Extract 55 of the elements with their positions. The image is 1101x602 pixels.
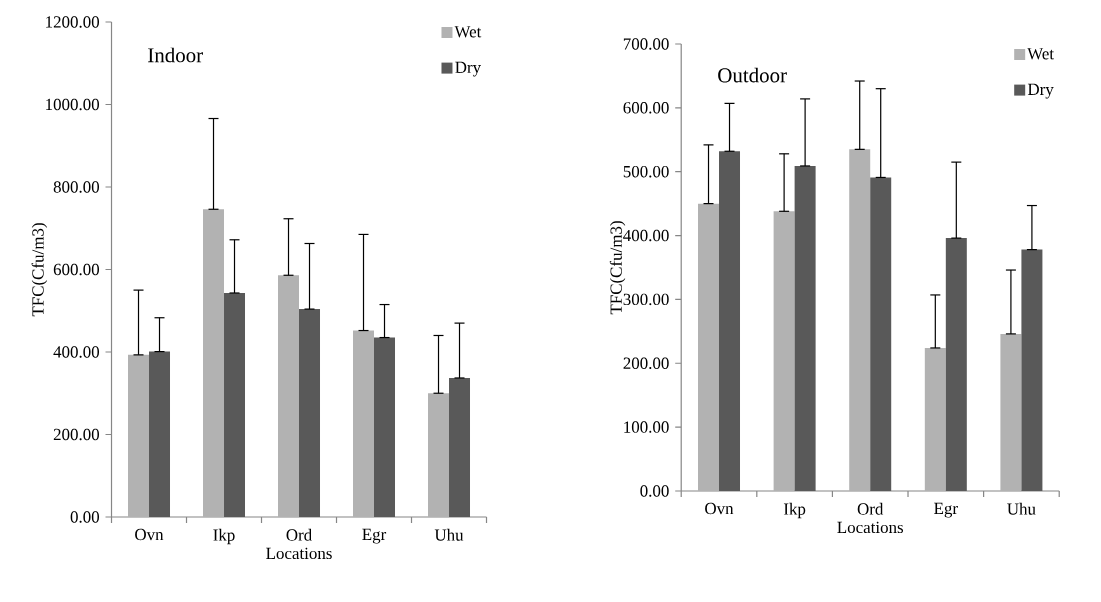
y-tick-label: 1000.00 bbox=[46, 98, 100, 111]
y-tick-label: 200.00 bbox=[53, 428, 100, 441]
legend-label: Dry bbox=[455, 61, 482, 77]
bar bbox=[149, 351, 171, 517]
text: Outdoor bbox=[718, 67, 787, 83]
bar bbox=[278, 275, 300, 517]
x-tick-label: Ord bbox=[857, 502, 884, 515]
x-tick-label: Uhu bbox=[434, 528, 464, 541]
bar bbox=[924, 347, 946, 491]
x-tick-label: Egr bbox=[934, 502, 958, 518]
x-tick-label: Ikp bbox=[783, 502, 806, 519]
bar bbox=[224, 293, 246, 517]
bar bbox=[698, 203, 720, 491]
bar bbox=[1000, 333, 1022, 491]
bar bbox=[719, 151, 741, 491]
x-tick-label: Ovn bbox=[135, 528, 164, 541]
y-tick-label: 200.00 bbox=[623, 357, 669, 370]
bar bbox=[353, 330, 375, 517]
x-tick-label: Uhu bbox=[1007, 502, 1036, 515]
y-tick-label: 1200.00 bbox=[46, 16, 100, 28]
bar bbox=[870, 177, 892, 491]
y-tick-label: 800.00 bbox=[53, 181, 100, 193]
x-tick-label: Ikp bbox=[213, 528, 235, 545]
y-tick-label: 700.00 bbox=[623, 38, 669, 50]
y-tick-label: 0.00 bbox=[640, 485, 669, 497]
bar bbox=[299, 309, 321, 517]
x-tick-label: Egr bbox=[362, 528, 387, 544]
x-tick-label: Ord bbox=[286, 528, 312, 541]
bar bbox=[773, 211, 795, 491]
bar bbox=[428, 393, 450, 517]
y-tick-label: 100.00 bbox=[624, 421, 669, 433]
bar bbox=[794, 165, 816, 491]
x-tick-label: Ovn bbox=[705, 502, 734, 515]
y-tick-label: 600.00 bbox=[53, 263, 100, 276]
y-tick-label: 600.00 bbox=[623, 102, 669, 114]
y-tick-label: 400.00 bbox=[53, 346, 100, 358]
y-tick-label: 400.00 bbox=[623, 229, 669, 242]
legend-label: Dry bbox=[1027, 83, 1054, 99]
y-tick-label: 0.00 bbox=[70, 511, 100, 523]
x-axis-title: Locations bbox=[266, 547, 332, 560]
bar bbox=[374, 337, 396, 517]
y-tick-label: 500.00 bbox=[623, 165, 669, 178]
bar bbox=[203, 209, 225, 517]
bar bbox=[449, 377, 471, 517]
x-axis-title: Locations bbox=[837, 521, 904, 534]
y-axis-title: TFC(Cfu/m3) bbox=[31, 223, 48, 317]
legend-label: Wet bbox=[1027, 48, 1054, 60]
bar bbox=[1021, 249, 1043, 491]
bar bbox=[945, 238, 967, 491]
bar bbox=[849, 149, 871, 491]
y-tick-label: 300.00 bbox=[623, 293, 669, 306]
text: Indoor bbox=[148, 47, 203, 63]
bar bbox=[128, 354, 150, 517]
y-axis-title: TFC(Cfu/m3) bbox=[609, 221, 626, 315]
legend-label: Wet bbox=[454, 26, 482, 38]
